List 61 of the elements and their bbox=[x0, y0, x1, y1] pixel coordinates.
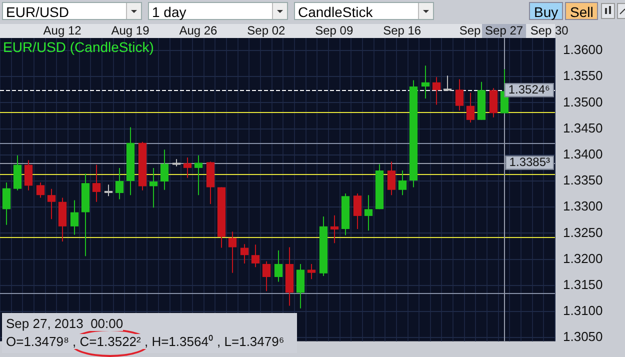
candlestick bbox=[307, 263, 316, 280]
candlestick bbox=[432, 76, 441, 106]
candlestick bbox=[421, 65, 430, 100]
candlestick bbox=[330, 214, 339, 244]
ref-line-label: 1.3385³ bbox=[509, 155, 550, 170]
y-tick-label: 1.3200 bbox=[563, 250, 603, 266]
candlestick bbox=[251, 244, 260, 268]
y-tick-label: 1.3500 bbox=[563, 94, 603, 110]
candlestick bbox=[24, 160, 33, 191]
y-tick-label: 1.3050 bbox=[563, 329, 603, 344]
candlestick bbox=[104, 184, 113, 197]
annotation: O=1.3479⁸ , C=1.3522² , H=1.3564⁰ , L=1.3479⁶ bbox=[6, 334, 284, 349]
text: Buy bbox=[529, 2, 564, 20]
x-tick-label: Aug 12 bbox=[43, 23, 82, 38]
candlestick bbox=[115, 167, 124, 200]
candlestick bbox=[149, 167, 158, 208]
candlestick bbox=[2, 182, 11, 226]
y-tick-label: 1.3300 bbox=[563, 198, 603, 214]
candlestick bbox=[455, 78, 464, 112]
x-tick-label: Sep 02 bbox=[247, 23, 286, 38]
y-tick-label: 1.3250 bbox=[563, 224, 603, 240]
y-tick-label: 1.3400 bbox=[563, 146, 603, 162]
chart-title: EUR/USD (CandleStick) bbox=[3, 38, 154, 55]
text: Sell bbox=[565, 2, 598, 20]
text: EUR/USD bbox=[2, 2, 142, 20]
candlestick bbox=[70, 200, 79, 236]
candlestick bbox=[274, 250, 283, 282]
candlestick bbox=[296, 263, 305, 309]
y-tick-label: 1.3550 bbox=[563, 68, 603, 84]
candlestick bbox=[364, 194, 373, 232]
x-tick-label: Aug 19 bbox=[111, 23, 150, 38]
candlestick bbox=[36, 182, 45, 198]
y-tick-label: 1.3600 bbox=[563, 42, 603, 58]
candlestick bbox=[194, 154, 203, 196]
text: CandleStick bbox=[294, 2, 434, 20]
candlestick bbox=[92, 164, 101, 202]
candlestick bbox=[353, 193, 362, 230]
candlestick bbox=[160, 149, 169, 190]
x-tick-label: Sep bbox=[459, 23, 482, 38]
candlestick bbox=[183, 157, 192, 178]
x-tick-label: Sep 09 bbox=[315, 23, 354, 38]
x-tick-label: Sep 30 bbox=[530, 23, 569, 38]
candlestick bbox=[466, 92, 475, 124]
candlestick bbox=[443, 75, 452, 91]
candlestick bbox=[387, 161, 396, 196]
y-tick-label: 1.3450 bbox=[563, 120, 603, 136]
x-tick-label: Sep 16 bbox=[383, 23, 422, 38]
candlestick bbox=[489, 88, 498, 118]
annotation: Sep 27, 2013 00:00 bbox=[6, 316, 124, 331]
candlestick bbox=[47, 188, 56, 220]
ref-line-label: 1.3524⁶ bbox=[508, 82, 550, 96]
candlestick bbox=[398, 170, 407, 196]
x-tick-label: Aug 26 bbox=[179, 23, 218, 38]
y-tick-label: 1.3150 bbox=[563, 276, 603, 292]
x-tick-label: Sep 27 bbox=[485, 23, 524, 38]
y-tick-label: 1.3100 bbox=[563, 303, 603, 318]
candlestick bbox=[240, 244, 249, 264]
candlestick bbox=[228, 231, 237, 274]
candlestick bbox=[262, 260, 271, 292]
text: 1 day bbox=[148, 2, 288, 20]
y-tick-label: 1.3350 bbox=[563, 172, 603, 188]
